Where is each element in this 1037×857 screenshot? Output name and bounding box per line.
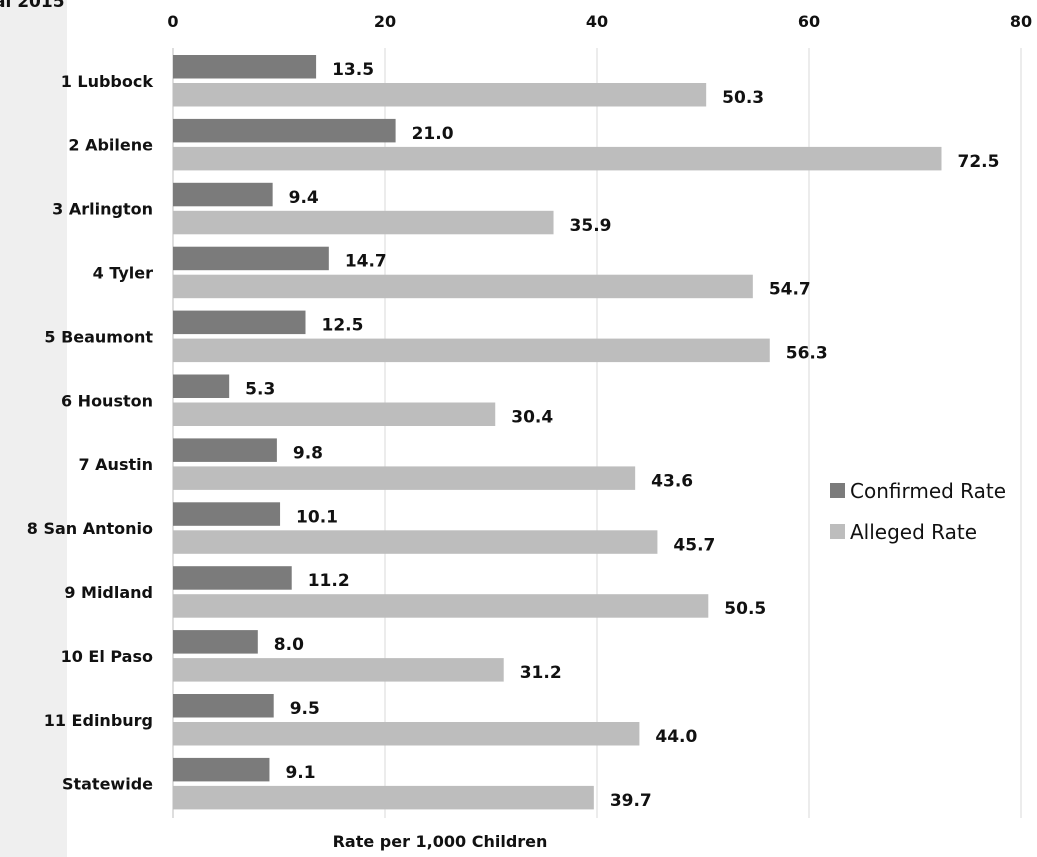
alleged-rate-bar <box>173 146 942 171</box>
x-tick-label: 60 <box>798 12 820 31</box>
data-label: 50.5 <box>724 599 766 619</box>
alleged-rate-bar <box>173 785 594 810</box>
data-label: 14.7 <box>345 252 387 272</box>
left-background-band <box>0 0 67 857</box>
alleged-rate-bar <box>173 402 496 426</box>
confirmed-rate-bar <box>173 566 292 590</box>
data-label: 9.1 <box>285 763 315 783</box>
data-label: 21.0 <box>412 124 454 144</box>
data-label: 31.2 <box>520 663 562 683</box>
alleged-rate-bar <box>173 274 753 299</box>
data-label: 5.3 <box>245 380 275 400</box>
alleged-rate-bar <box>173 658 504 682</box>
x-tick-label: 80 <box>1010 12 1032 31</box>
data-label: 13.5 <box>332 60 374 80</box>
data-label: 9.5 <box>290 699 320 719</box>
confirmed-rate-bar <box>173 182 273 207</box>
alleged-rate-bar <box>173 210 554 235</box>
confirmed-rate-bar <box>173 438 277 462</box>
category-label: 11 Edinburg <box>44 711 153 730</box>
category-label: 2 Abilene <box>68 136 153 155</box>
category-label: 5 Beaumont <box>44 327 153 346</box>
data-label: 54.7 <box>769 280 811 300</box>
confirmed-rate-bar <box>173 630 258 654</box>
x-tick-label: 0 <box>167 12 178 31</box>
data-label: 9.8 <box>293 443 323 463</box>
confirmed-rate-bar <box>173 694 274 718</box>
confirmed-rate-bar <box>173 310 306 335</box>
data-label: 35.9 <box>570 216 612 236</box>
confirmed-rate-bar <box>173 757 270 782</box>
data-label: 30.4 <box>511 408 553 428</box>
category-label: Statewide <box>62 775 153 794</box>
labels: 0 20 40 60 80 1 Lubbock 13.5 50.3 2 Abilene 21.0 7… <box>27 12 1032 811</box>
x-axis-title: Rate per 1,000 Children <box>333 832 548 851</box>
legend-label: Confirmed Rate <box>850 479 1006 503</box>
data-label: 44.0 <box>655 727 697 747</box>
x-tick-label: 20 <box>374 12 396 31</box>
legend: Confirmed Rate Alleged Rate <box>830 479 1006 544</box>
data-label: 45.7 <box>673 535 715 555</box>
confirmed-rate-bar <box>173 55 317 79</box>
alleged-rate-bar <box>173 530 658 554</box>
data-label: 39.7 <box>610 791 652 811</box>
confirmed-rate-bar <box>173 374 230 398</box>
legend-swatch <box>830 483 845 498</box>
bars <box>173 55 942 810</box>
confirmed-rate-bar <box>173 502 281 526</box>
data-label: 8.0 <box>274 635 304 655</box>
data-label: 10.1 <box>296 507 338 527</box>
category-label: 6 Houston <box>61 391 153 410</box>
legend-swatch <box>830 524 845 539</box>
category-label: 8 San Antonio <box>27 519 153 538</box>
legend-label: Alleged Rate <box>850 520 977 544</box>
chart-title: al 2015 <box>0 0 65 12</box>
alleged-rate-bar <box>173 722 640 746</box>
data-label: 56.3 <box>786 344 828 364</box>
category-label: 4 Tyler <box>93 263 153 282</box>
category-label: 3 Arlington <box>52 200 153 219</box>
alleged-rate-bar <box>173 83 707 107</box>
data-label: 11.2 <box>308 571 350 591</box>
category-label: 10 El Paso <box>61 647 153 666</box>
category-label: 9 Midland <box>64 583 153 602</box>
category-label: 1 Lubbock <box>61 72 154 91</box>
alleged-rate-bar <box>173 594 709 618</box>
category-label: 7 Austin <box>78 455 153 474</box>
data-label: 50.3 <box>722 88 764 108</box>
data-label: 72.5 <box>958 152 1000 172</box>
data-label: 43.6 <box>651 471 693 491</box>
alleged-rate-bar <box>173 466 636 490</box>
gridlines <box>172 48 1022 818</box>
confirmed-rate-bar <box>173 246 329 271</box>
data-label: 9.4 <box>289 188 319 208</box>
data-label: 12.5 <box>322 316 364 336</box>
alleged-rate-bar <box>173 338 770 363</box>
confirmed-rate-bar <box>173 118 396 143</box>
x-tick-label: 40 <box>586 12 608 31</box>
